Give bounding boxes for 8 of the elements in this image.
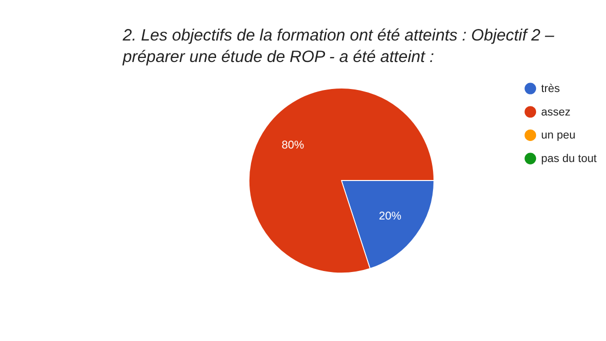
legend-label: assez (541, 106, 571, 118)
chart-title: 2. Les objectifs de la formation ont été atteints : Objectif 2 – préparer une étude de ROP - a été atteint : (122, 26, 555, 66)
data-label: 80% (282, 140, 304, 152)
pie-slice (248, 88, 434, 274)
legend-label: pas du tout (541, 153, 598, 166)
data-label: 20% (378, 210, 402, 222)
legend-label: un peu (541, 130, 576, 142)
legend-label: très (541, 82, 560, 95)
